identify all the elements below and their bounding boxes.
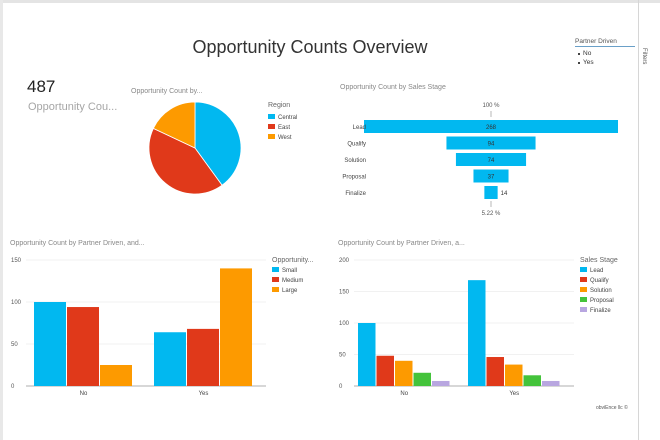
legend-title: Sales Stage: [580, 257, 618, 264]
slicer-item-no[interactable]: No: [575, 49, 635, 58]
bar-yes-lead[interactable]: [468, 280, 486, 386]
pie-legend-title: Region: [268, 102, 290, 109]
legend-label-solution: Solution: [590, 288, 612, 294]
funnel-bar-qualify[interactable]: [446, 136, 536, 150]
funnel-bottom-percent: 5.22 %: [482, 211, 501, 217]
bar-no-solution[interactable]: [395, 360, 413, 386]
funnel-category-label: Lead: [353, 125, 366, 131]
slicer-title: Partner Driven: [575, 38, 635, 47]
funnel-bar-solution[interactable]: [455, 153, 527, 166]
legend-swatch-large: [272, 287, 279, 292]
pie-legend-swatch-central: [268, 114, 275, 119]
bar-yes-qualify[interactable]: [486, 357, 505, 386]
bar-no-finalize[interactable]: [432, 380, 450, 386]
bar-no-medium[interactable]: [67, 307, 99, 386]
kpi-card-value: 487: [27, 77, 56, 96]
legend-label-proposal: Proposal: [590, 298, 614, 304]
funnel-chart-title: Opportunity Count by Sales Stage: [340, 84, 446, 91]
y-tick-label: 150: [339, 290, 350, 296]
y-tick-label: 100: [11, 300, 22, 306]
legend-swatch-small: [272, 267, 279, 272]
partner-driven-stage-bar-chart[interactable]: 0 50 100 150 200 No Yes Sales Stage Lead Qualify S…: [336, 252, 636, 402]
bar-yes-proposal[interactable]: [523, 375, 542, 386]
x-category-label: No: [400, 391, 408, 397]
funnel-value-label: 94: [488, 142, 495, 148]
y-tick-label: 0: [11, 384, 15, 390]
legend-label-finalize: Finalize: [590, 308, 611, 314]
bar-yes-medium[interactable]: [187, 328, 219, 386]
bullet-icon: [578, 61, 580, 64]
legend-swatch-proposal: [580, 297, 587, 302]
x-category-label: No: [80, 391, 88, 397]
pie-slice-east[interactable]: [148, 127, 223, 195]
funnel-value-label: 268: [486, 125, 497, 131]
funnel-value-label: 14: [501, 191, 508, 197]
bar-yes-small[interactable]: [154, 332, 186, 386]
legend-label-small: Small: [282, 268, 297, 274]
bar-no-small[interactable]: [34, 302, 66, 386]
funnel-category-label: Finalize: [345, 191, 366, 197]
pie-legend-label-central: Central: [278, 115, 297, 121]
bar-no-lead[interactable]: [358, 323, 376, 386]
x-category-label: Yes: [199, 391, 209, 397]
pie-legend-swatch-west: [268, 134, 275, 139]
report-title: Opportunity Counts Overview: [192, 37, 428, 57]
y-tick-label: 200: [339, 258, 350, 264]
legend-label-medium: Medium: [282, 278, 303, 284]
legend-label-large: Large: [282, 288, 298, 294]
pie-legend-label-west: West: [278, 135, 292, 141]
funnel-category-label: Qualify: [347, 142, 366, 148]
funnel-value-label: 37: [488, 175, 495, 181]
region-pie-chart[interactable]: Region Central East West: [120, 95, 320, 205]
partner-driven-size-bar-chart[interactable]: 0 50 100 150 No Yes Opportunity... Small Medium L…: [8, 252, 328, 402]
pie-legend-label-east: East: [278, 125, 290, 131]
bar-yes-solution[interactable]: [505, 364, 523, 386]
filters-pane-toggle[interactable]: Filters: [641, 48, 647, 65]
bar-chart-2-title: Opportunity Count by Partner Driven, a..…: [338, 240, 465, 247]
funnel-category-label: Solution: [344, 158, 366, 164]
legend-label-qualify: Qualify: [590, 278, 609, 284]
funnel-bar-lead[interactable]: [364, 120, 618, 133]
bar-yes-large[interactable]: [220, 268, 252, 386]
pie-slice-central[interactable]: [194, 101, 242, 186]
y-tick-label: 100: [339, 321, 350, 327]
kpi-card-label: Opportunity Cou...: [28, 101, 118, 113]
funnel-bar-finalize[interactable]: [484, 186, 498, 199]
bar-yes-finalize[interactable]: [542, 380, 560, 386]
legend-swatch-lead: [580, 267, 587, 272]
legend-swatch-qualify: [580, 277, 587, 282]
y-tick-label: 0: [339, 384, 343, 390]
funnel-bar-proposal[interactable]: [473, 169, 509, 183]
slicer-item-yes[interactable]: Yes: [575, 58, 635, 67]
legend-swatch-solution: [580, 287, 587, 292]
pie-slice-west[interactable]: [152, 101, 196, 149]
pie-chart-title: Opportunity Count by...: [131, 88, 203, 95]
sales-stage-funnel-chart[interactable]: 100 % Lead 268 Qualify 94 Solution 74 Proposal…: [330, 95, 630, 225]
y-tick-label: 50: [11, 342, 18, 348]
bar-chart-1-title: Opportunity Count by Partner Driven, and…: [10, 240, 145, 247]
bar-no-proposal[interactable]: [413, 372, 432, 386]
legend-label-lead: Lead: [590, 268, 603, 274]
window-top-border: [0, 0, 660, 3]
window-left-border: [0, 0, 3, 440]
pie-legend-swatch-east: [268, 124, 275, 129]
bar-no-qualify[interactable]: [376, 355, 395, 386]
funnel-category-label: Proposal: [342, 175, 366, 181]
x-category-label: Yes: [509, 391, 519, 397]
filters-pane-divider: [638, 0, 639, 440]
legend-swatch-finalize: [580, 307, 587, 312]
footer-copyright: obviEnce llc ©: [596, 405, 628, 411]
funnel-top-percent: 100 %: [482, 103, 500, 109]
legend-title: Opportunity...: [272, 257, 314, 264]
y-tick-label: 50: [339, 353, 346, 359]
legend-swatch-medium: [272, 277, 279, 282]
bullet-icon: [578, 52, 580, 55]
partner-driven-slicer: Partner Driven No Yes: [575, 38, 635, 67]
funnel-value-label: 74: [488, 158, 495, 164]
bar-no-large[interactable]: [100, 365, 132, 386]
y-tick-label: 150: [11, 258, 22, 264]
